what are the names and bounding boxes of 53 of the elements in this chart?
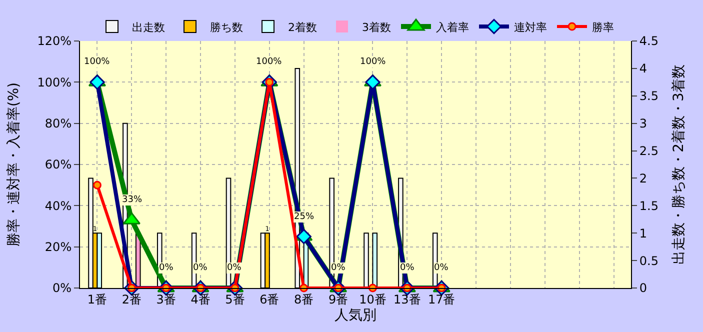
y2-tick-label: 4.5 xyxy=(639,34,658,48)
data-label: 0% xyxy=(159,263,174,273)
x-tick-label: 10番 xyxy=(359,292,386,306)
y2-tick-label: 2.5 xyxy=(639,144,658,158)
data-label: 0% xyxy=(434,263,449,273)
x-tick-label: 13番 xyxy=(394,292,421,306)
y-tick-label: 100% xyxy=(37,75,72,90)
y-tick-label: 0% xyxy=(52,281,72,296)
y2-tick-label: 0.5 xyxy=(639,254,658,268)
y2-tick-label: 3 xyxy=(639,116,648,131)
y-tick-label: 20% xyxy=(44,240,72,254)
y2-tick-label: 1 xyxy=(639,226,648,240)
y2-tick-label: 3.5 xyxy=(639,89,658,104)
legend-label: 出走数 xyxy=(132,20,165,34)
y-tick-label: 120% xyxy=(37,34,72,48)
y-tick-label: 80% xyxy=(44,116,72,131)
x-tick-label: 5番 xyxy=(225,292,245,306)
data-label: 0% xyxy=(400,263,415,273)
data-label: 0% xyxy=(193,263,208,273)
point xyxy=(92,180,102,190)
y2-axis-title: 出走数・勝ち数・2着数・3着数 xyxy=(670,64,687,264)
x-tick-label: 4番 xyxy=(190,292,210,306)
data-label: 25% xyxy=(294,212,314,222)
x-tick-label: 1番 xyxy=(87,292,108,306)
data-label: 100% xyxy=(84,57,110,67)
x-tick-label: 2番 xyxy=(122,292,142,306)
x-tick-label: 9番 xyxy=(328,292,348,306)
y-tick-label: 60% xyxy=(44,158,72,172)
legend-label: 勝率 xyxy=(592,20,614,34)
y2-tick-label: 4 xyxy=(639,62,648,76)
y2-tick-label: 1.5 xyxy=(639,198,658,213)
y-tick-label: 40% xyxy=(44,198,72,213)
legend-label: 勝ち数 xyxy=(210,20,243,34)
y2-tick-label: 2 xyxy=(639,171,648,186)
legend-label: 入着率 xyxy=(436,20,469,34)
x-axis-title: 人気別 xyxy=(334,308,376,324)
y-axis-title: 勝率・連対率・入着率(%) xyxy=(6,82,22,247)
data-label: 100% xyxy=(256,57,282,67)
point xyxy=(90,74,105,90)
data-label: 0% xyxy=(227,263,242,273)
point xyxy=(296,228,312,244)
data-label: 0% xyxy=(331,263,346,273)
x-tick-label: 3番 xyxy=(156,292,176,306)
legend-label: 2着数 xyxy=(288,20,317,34)
legend-label: 3着数 xyxy=(362,20,391,34)
legend-label: 連対率 xyxy=(514,20,547,34)
y2-tick-label: 0 xyxy=(639,281,648,296)
data-label: 100% xyxy=(360,57,386,67)
data-label: 33% xyxy=(122,195,142,205)
x-tick-label: 17番 xyxy=(428,292,456,306)
x-tick-label: 8番 xyxy=(294,292,314,306)
point xyxy=(365,74,380,90)
x-tick-label: 6番 xyxy=(260,292,280,306)
